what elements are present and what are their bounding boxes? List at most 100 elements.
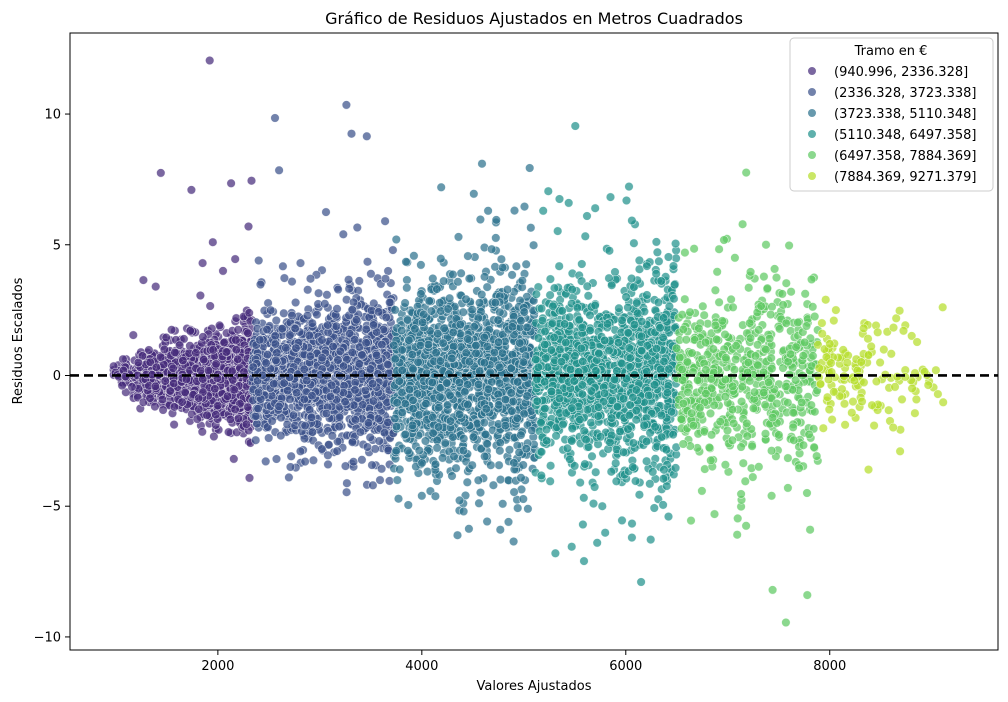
data-point xyxy=(461,348,471,358)
data-point xyxy=(365,432,375,443)
data-point xyxy=(314,288,324,298)
series-4-points xyxy=(530,121,681,587)
data-point xyxy=(526,223,536,233)
data-point xyxy=(403,500,413,510)
data-point xyxy=(230,404,240,415)
data-point xyxy=(307,412,317,422)
data-point xyxy=(253,387,264,397)
data-point xyxy=(205,55,215,66)
data-point xyxy=(195,290,205,301)
data-point xyxy=(185,326,195,336)
data-point xyxy=(368,320,379,330)
data-point xyxy=(300,421,310,431)
data-point xyxy=(350,335,360,345)
data-point xyxy=(323,320,333,330)
data-point xyxy=(432,284,442,294)
data-point xyxy=(463,334,473,344)
data-point xyxy=(358,400,368,410)
data-point xyxy=(413,357,423,367)
data-point xyxy=(252,419,262,429)
data-point xyxy=(344,275,354,285)
data-point xyxy=(262,324,272,335)
data-point xyxy=(178,355,188,366)
data-point xyxy=(504,445,515,455)
data-point xyxy=(246,176,257,186)
data-point xyxy=(295,258,306,268)
data-point xyxy=(445,416,456,426)
data-point xyxy=(403,446,413,456)
data-point xyxy=(430,491,441,501)
data-point xyxy=(317,444,327,454)
data-point xyxy=(365,364,375,374)
data-point xyxy=(455,319,465,330)
data-point xyxy=(151,362,161,372)
data-point xyxy=(375,475,385,485)
data-point xyxy=(231,313,241,323)
data-point xyxy=(357,350,367,360)
data-point xyxy=(209,431,219,442)
data-point xyxy=(361,338,371,348)
data-point xyxy=(340,461,351,471)
data-point xyxy=(469,189,479,199)
data-point xyxy=(161,332,171,343)
data-point xyxy=(251,411,261,421)
data-point xyxy=(128,330,138,340)
data-point xyxy=(402,283,412,293)
data-point xyxy=(654,256,664,266)
data-point xyxy=(370,444,380,454)
data-point xyxy=(445,390,455,400)
data-point xyxy=(474,498,484,508)
data-point xyxy=(175,340,185,350)
data-point xyxy=(321,408,332,419)
data-point xyxy=(475,488,486,498)
data-point xyxy=(248,362,258,372)
data-point xyxy=(528,240,539,250)
data-point xyxy=(520,372,530,382)
data-point xyxy=(243,328,253,338)
data-point xyxy=(322,290,332,300)
data-point xyxy=(435,392,445,402)
data-point xyxy=(305,274,316,284)
data-point xyxy=(270,331,280,341)
data-point xyxy=(419,309,429,320)
data-point xyxy=(302,311,313,321)
data-point xyxy=(463,251,473,261)
data-point xyxy=(390,305,400,315)
data-point xyxy=(462,477,472,487)
data-point xyxy=(390,413,400,424)
data-point xyxy=(269,379,279,389)
data-point xyxy=(270,113,280,123)
data-point xyxy=(525,163,535,173)
data-point xyxy=(380,428,390,438)
data-point xyxy=(397,365,407,375)
data-point xyxy=(354,359,365,369)
data-point xyxy=(487,244,497,254)
data-point xyxy=(366,269,376,279)
data-point xyxy=(244,308,254,318)
data-point xyxy=(342,487,352,497)
data-point xyxy=(397,407,407,418)
data-point xyxy=(360,385,370,396)
data-point xyxy=(208,345,218,355)
data-point xyxy=(486,460,496,470)
data-point xyxy=(138,275,148,285)
data-point xyxy=(521,259,531,269)
data-point xyxy=(271,454,282,464)
data-point xyxy=(342,478,352,488)
data-point xyxy=(481,404,491,414)
data-point xyxy=(244,473,255,483)
data-point xyxy=(483,384,494,394)
data-point xyxy=(307,318,317,328)
data-point xyxy=(489,348,500,358)
data-point xyxy=(367,460,377,470)
data-point xyxy=(243,221,254,232)
data-point xyxy=(281,343,291,353)
data-point xyxy=(627,518,637,529)
data-point xyxy=(464,357,475,367)
data-point xyxy=(266,305,276,315)
data-point xyxy=(221,347,231,357)
data-point xyxy=(219,338,229,348)
data-point xyxy=(233,354,243,364)
data-point xyxy=(354,276,364,286)
data-point xyxy=(517,276,527,286)
